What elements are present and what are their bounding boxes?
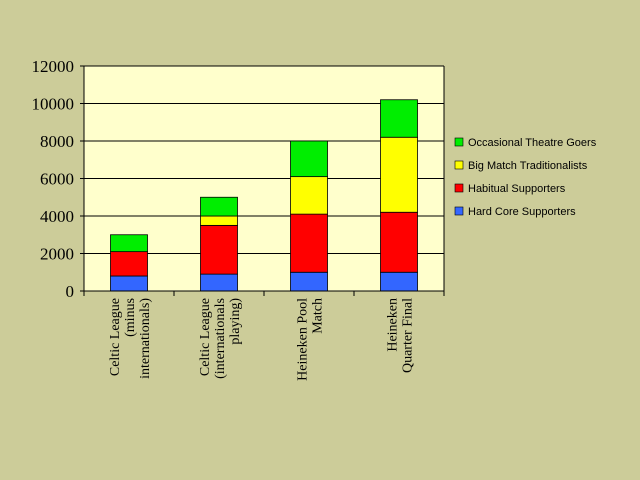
category-label: Heineken xyxy=(386,298,401,352)
y-tick-label: 0 xyxy=(66,282,75,301)
y-tick-label: 2000 xyxy=(40,245,74,264)
x-category-labels: Celtic League (minus internationals) Celtic… xyxy=(108,298,416,381)
y-tick-label: 4000 xyxy=(40,207,74,226)
bar-segment-big-match-traditionalists xyxy=(200,215,238,226)
y-tick-label: 10000 xyxy=(32,95,75,114)
bar-segment-habitual-supporters xyxy=(290,213,328,273)
category-label: Heineken Pool xyxy=(296,298,311,381)
bar-segment-hard-core-supporters xyxy=(290,271,328,292)
bar-segment-occasional-theatre-goers xyxy=(290,140,328,178)
bar-segment-hard-core-supporters xyxy=(200,273,238,292)
bar-segment-habitual-supporters xyxy=(380,211,418,273)
bar-segment-occasional-theatre-goers xyxy=(200,196,238,217)
legend-swatch xyxy=(454,206,464,216)
bar-segment-habitual-supporters xyxy=(200,224,238,275)
bar-segment-occasional-theatre-goers xyxy=(110,234,148,253)
category-label: Quarter Final xyxy=(401,298,416,373)
bar-segment-occasional-theatre-goers xyxy=(380,99,418,138)
y-tick-label: 8000 xyxy=(40,132,74,151)
legend-label: Occasional Theatre Goers xyxy=(468,137,597,149)
category-label: Match xyxy=(311,298,326,334)
category-label: Celtic League xyxy=(198,298,213,376)
legend-swatch xyxy=(454,160,464,170)
bar-segment-hard-core-supporters xyxy=(380,271,418,292)
bar-segment-hard-core-supporters xyxy=(110,275,148,292)
y-tick-label: 6000 xyxy=(40,170,74,189)
legend-label: Hard Core Supporters xyxy=(468,206,576,218)
bar-segment-habitual-supporters xyxy=(110,251,148,277)
bars xyxy=(83,99,418,296)
bar-segment-big-match-traditionalists xyxy=(380,136,418,213)
category-label: (minus xyxy=(123,298,138,337)
legend-swatch xyxy=(454,183,464,193)
category-label: internationals) xyxy=(138,298,153,379)
legend: Occasional Theatre Goers Big Match Tradit… xyxy=(454,137,597,218)
axes xyxy=(83,66,445,296)
legend-label: Habitual Supporters xyxy=(468,183,566,195)
legend-label: Big Match Traditionalists xyxy=(468,160,588,172)
bar-segment-big-match-traditionalists xyxy=(290,176,328,215)
category-label: Celtic League xyxy=(108,298,123,376)
category-label: playing) xyxy=(228,298,243,345)
y-tick-label: 12000 xyxy=(32,57,75,76)
legend-swatch xyxy=(454,137,464,147)
y-tick-labels: 0 2000 4000 6000 8000 10000 12000 xyxy=(32,57,75,301)
category-label: (internationals xyxy=(213,298,228,379)
